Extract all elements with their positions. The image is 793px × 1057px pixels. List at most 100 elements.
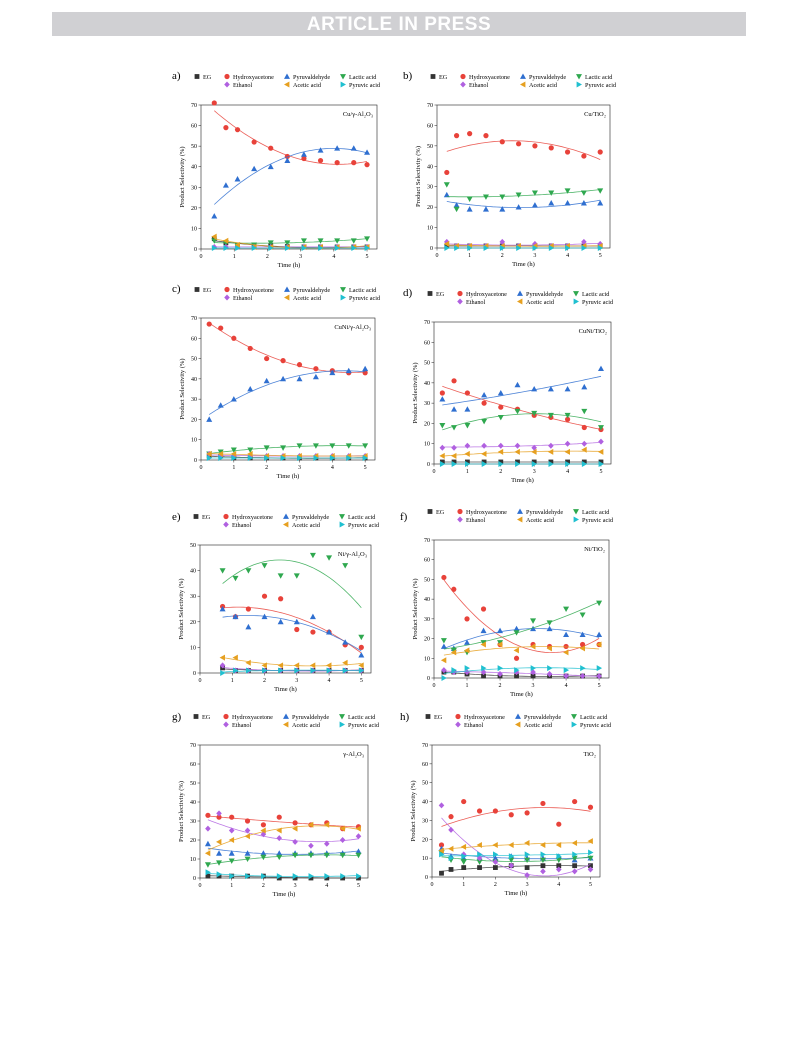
data-point [205,873,211,879]
legend-marker [460,81,466,88]
y-tick-label: 70 [422,743,428,749]
x-axis-label: Time (h) [505,890,528,897]
y-axis-label: Product Selectivity (%) [412,578,419,639]
legend-marker [515,721,521,728]
legend-label: Ethanol [469,82,489,89]
data-point [329,369,336,376]
y-tick-label: 40 [191,165,197,171]
banner-text: ARTICLE IN PRESS [306,14,492,35]
data-point [228,837,235,843]
trend-line [207,847,359,855]
data-point [481,673,486,679]
data-point [228,827,235,834]
data-point [309,613,316,620]
legend-marker [284,286,290,292]
data-point [467,131,473,137]
x-tick-label: 2 [494,882,497,888]
data-point [293,662,300,669]
series-acetic-acid [438,838,593,854]
series-ethanol [438,802,594,879]
data-point [245,623,252,630]
data-point [323,840,330,847]
series-ethanol [441,667,602,680]
legend-marker [515,713,521,719]
y-tick-label: 20 [422,837,428,843]
data-point [443,191,450,198]
data-point [362,365,369,372]
trend-line [446,189,601,198]
data-point [439,396,446,402]
x-axis-label: Time (h) [511,477,534,484]
data-point [296,375,303,382]
data-point [531,410,538,417]
data-point [572,798,578,805]
y-tick-label: 0 [194,247,197,253]
data-point [597,200,604,206]
legend-label: Ethanol [466,517,486,524]
y-tick-label: 60 [424,558,430,564]
trend-line [208,370,366,415]
data-point [579,645,585,652]
legend-label: Pyruvic acid [348,722,380,729]
data-point [247,345,253,352]
data-point [530,618,537,624]
data-point [277,662,284,669]
data-point [482,194,489,200]
data-point [461,798,467,805]
legend-label: Hydroxyacetone [232,514,273,521]
data-point [451,406,458,412]
legend-label: Acetic acid [292,522,321,529]
chart-legend: EG Hydroxyacetone Pyruvaldehyde Lactic acid… [193,513,380,529]
data-point [480,669,487,676]
y-axis-label: Product Selectivity (%) [179,146,186,207]
y-axis-label: Product Selectivity (%) [178,781,185,842]
data-point [284,244,291,251]
data-point [451,425,458,431]
data-point [267,240,274,246]
data-point [563,643,569,650]
data-point [355,852,362,859]
x-axis-label: Time (h) [277,473,300,480]
data-point [230,396,237,402]
x-tick-label: 4 [566,469,569,475]
data-point [260,850,267,856]
panel-letter: a) [172,70,181,82]
data-point [307,821,314,828]
data-point [531,459,537,465]
data-point [492,808,498,814]
legend-marker [520,81,526,88]
data-point [220,670,226,676]
data-point [267,163,274,170]
data-point [530,673,536,679]
data-point [453,133,460,139]
data-point [580,200,587,206]
catalyst-label: TiO₂ [583,751,596,758]
legend-label: Hydroxyacetone [464,714,505,721]
data-point [581,459,587,465]
data-point [260,854,267,861]
data-point [451,459,457,465]
data-point [204,862,211,868]
legend-marker [339,521,345,528]
data-point [481,665,487,672]
data-point [362,454,369,461]
trend-line [443,667,600,674]
data-point [228,850,235,856]
data-point [211,100,217,106]
data-point [439,851,445,858]
selectivity-chart: EG Hydroxyacetone Pyruvaldehyde Lactic acid… [178,713,380,898]
data-point [596,673,602,680]
data-point [597,149,603,155]
data-point [441,667,447,674]
y-tick-label: 20 [191,206,197,212]
data-point [497,390,504,396]
x-tick-label: 5 [589,882,592,888]
legend-marker [339,514,345,520]
data-point [499,238,506,245]
x-tick-label: 4 [566,253,569,259]
data-point [556,863,562,869]
legend-label: Ethanol [466,299,486,306]
data-point [547,385,554,392]
y-tick-label: 70 [427,103,433,109]
legend-marker [517,298,523,305]
